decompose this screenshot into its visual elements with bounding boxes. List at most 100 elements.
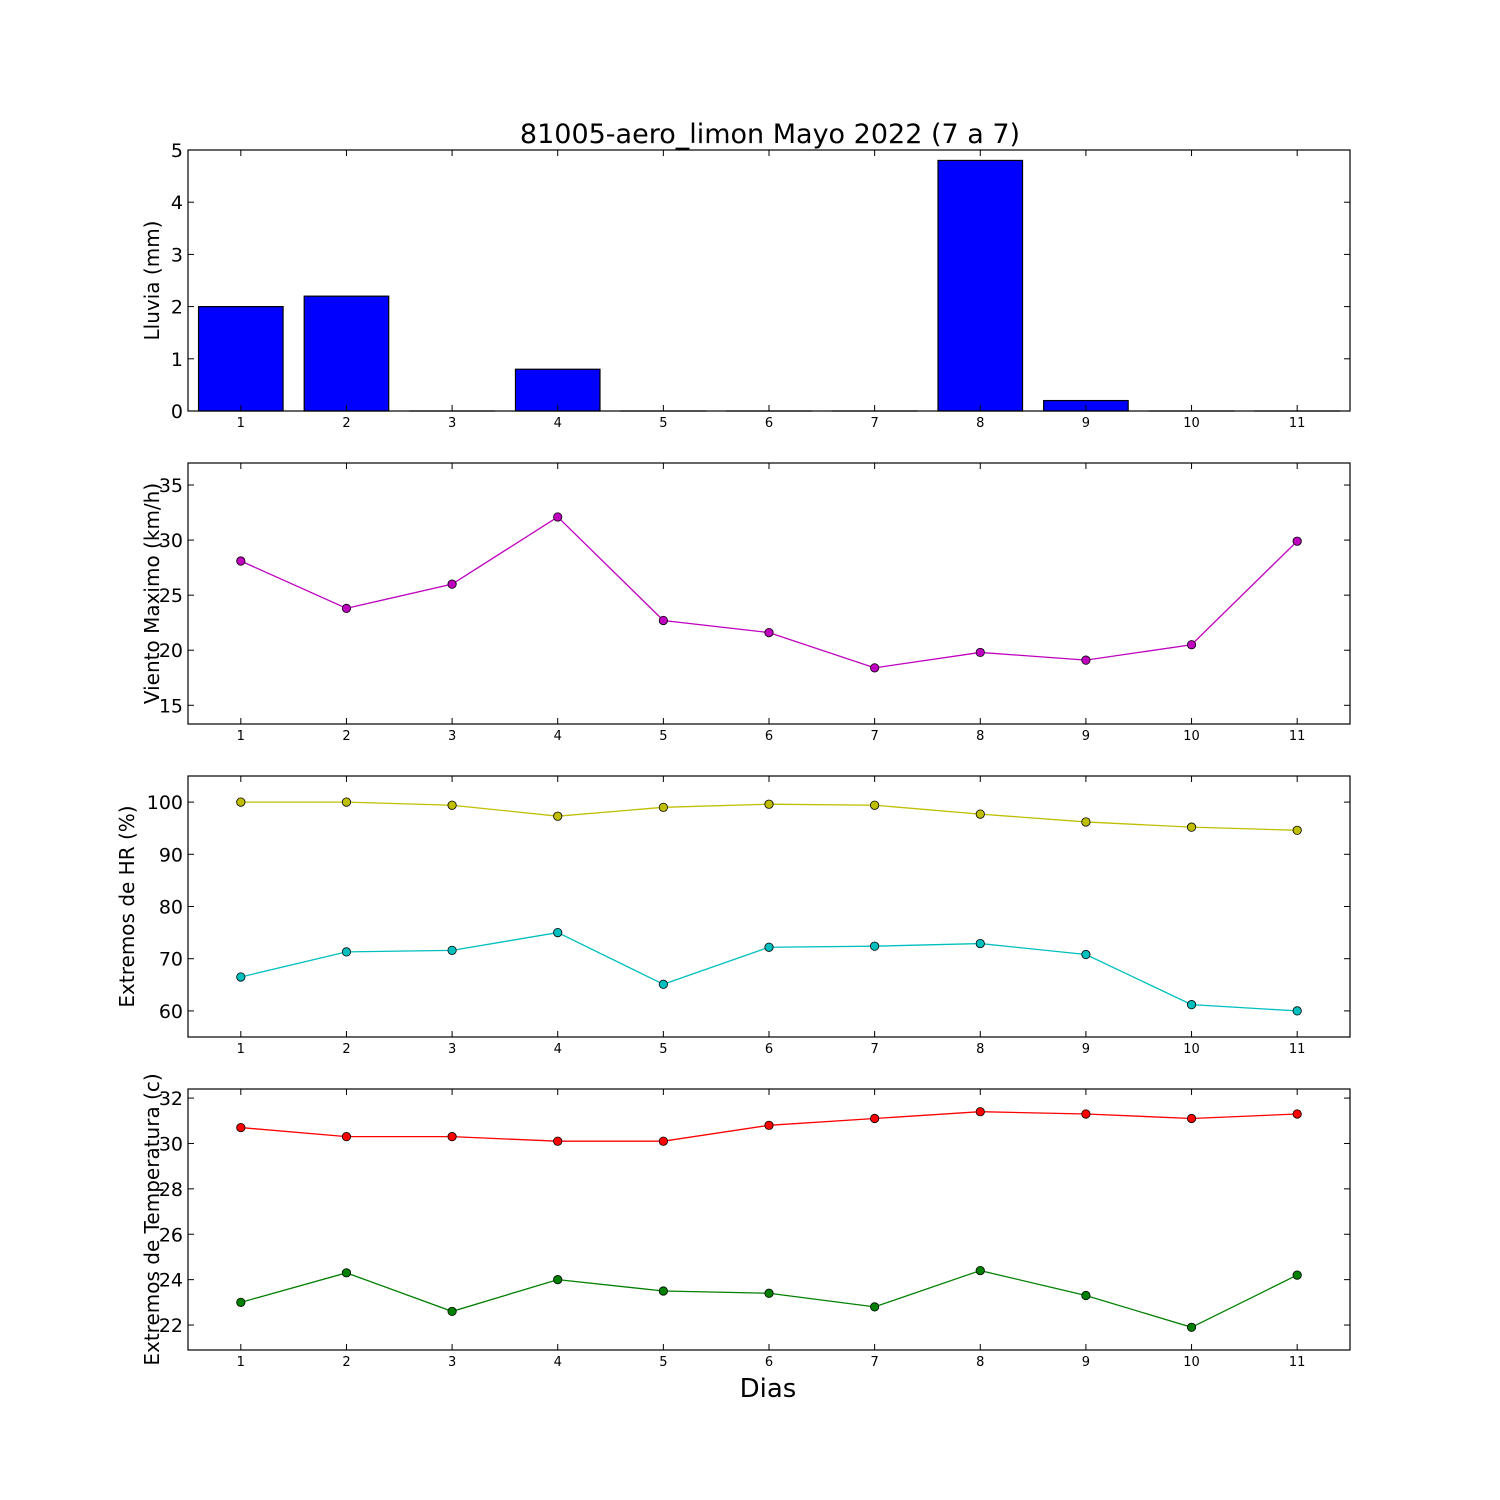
- data-point: [870, 1302, 880, 1312]
- x-axis-label: Dias: [740, 1374, 797, 1404]
- data-point: [658, 802, 668, 812]
- x-tick-label: 3: [448, 1355, 456, 1370]
- y-tick-label: 0: [171, 401, 183, 423]
- data-point: [1081, 949, 1091, 960]
- data-point: [764, 942, 774, 952]
- data-point: [236, 1297, 246, 1307]
- data-point: [1186, 1322, 1197, 1332]
- x-tick-label: 8: [976, 416, 984, 431]
- x-tick-label: 8: [976, 1042, 984, 1057]
- data-point: [870, 663, 880, 673]
- x-tick-label: 10: [1183, 416, 1200, 431]
- data-point: [658, 979, 668, 989]
- x-tick-label: 6: [765, 1355, 773, 1370]
- data-point: [236, 1122, 246, 1133]
- y-tick-label: 1: [171, 349, 183, 371]
- x-tick-label: 1: [237, 729, 245, 744]
- data-point: [447, 1306, 457, 1317]
- data-point: [870, 1113, 880, 1124]
- bar: [514, 368, 601, 412]
- data-point: [341, 1132, 352, 1142]
- data-point: [236, 556, 246, 566]
- x-tick-label: 7: [870, 1042, 878, 1057]
- y-tick-label: 2: [171, 297, 183, 319]
- x-tick-label: 3: [448, 416, 456, 431]
- panel-1: 1 2 3 4 5 6 7 8 9 10 11 0 1 2 3 4 5 Lluvia (mm): [140, 140, 1351, 431]
- panel-3: 1 2 3 4 5 6 7 8 9 10 11 60 70 80 90 100 Extremos de HR (…: [115, 775, 1351, 1057]
- y-tick-label: 4: [171, 192, 183, 214]
- x-tick-label: 9: [1082, 729, 1090, 744]
- data-point: [658, 615, 668, 626]
- x-tick-label: 9: [1082, 416, 1090, 431]
- x-tick-label: 2: [342, 729, 350, 744]
- x-tick-label: 6: [765, 416, 773, 431]
- data-point: [764, 1288, 774, 1298]
- data-point: [975, 1265, 985, 1276]
- x-tick-label: 3: [448, 1042, 456, 1057]
- y-tick-label: 28: [159, 1179, 183, 1201]
- data-point: [553, 1275, 563, 1285]
- data-point: [1186, 640, 1197, 650]
- y-tick-label: 25: [159, 585, 183, 607]
- y-tick-label: 30: [159, 1133, 183, 1155]
- data-point: [1081, 817, 1091, 827]
- x-tick-label: 8: [976, 1355, 984, 1370]
- x-tick-label: 4: [554, 1042, 562, 1057]
- y-tick-label: 15: [159, 695, 183, 717]
- x-tick-label: 5: [659, 1355, 667, 1370]
- x-tick-label: 4: [554, 729, 562, 744]
- y-tick-label: 60: [159, 1001, 183, 1023]
- y-tick-label: 80: [159, 897, 183, 919]
- data-point: [975, 647, 985, 658]
- chart-title: 81005-aero_limon Mayo 2022 (7 a 7): [520, 119, 1020, 150]
- x-tick-label: 9: [1082, 1355, 1090, 1370]
- y-tick-label: 26: [159, 1224, 183, 1246]
- x-tick-label: 7: [870, 1355, 878, 1370]
- x-tick-label: 9: [1082, 1042, 1090, 1057]
- data-point: [764, 799, 774, 809]
- data-point: [553, 927, 563, 938]
- x-tick-label: 4: [554, 416, 562, 431]
- data-point: [1186, 1113, 1197, 1124]
- data-point: [236, 972, 246, 982]
- y-tick-label: 30: [159, 530, 183, 552]
- data-point: [870, 800, 880, 810]
- x-tick-label: 5: [659, 1042, 667, 1057]
- y-tick-label: 24: [159, 1270, 183, 1292]
- x-tick-label: 3: [448, 729, 456, 744]
- data-point: [447, 1132, 457, 1142]
- x-tick-label: 6: [765, 1042, 773, 1057]
- bar: [197, 306, 284, 412]
- x-tick-label: 8: [976, 729, 984, 744]
- data-point: [1292, 536, 1302, 546]
- data-point: [341, 947, 352, 957]
- data-point: [447, 800, 457, 810]
- x-tick-label: 1: [237, 1042, 245, 1057]
- x-tick-label: 11: [1289, 1042, 1306, 1057]
- y-axis-label: Extremos de Temperatura (c): [140, 1073, 164, 1365]
- x-tick-label: 4: [554, 1355, 562, 1370]
- x-tick-label: 10: [1183, 1355, 1200, 1370]
- data-point: [764, 1120, 774, 1130]
- data-point: [553, 1136, 563, 1146]
- y-tick-label: 22: [159, 1315, 183, 1337]
- data-point: [553, 811, 563, 821]
- data-point: [975, 1107, 985, 1117]
- x-tick-label: 5: [659, 416, 667, 431]
- data-point: [236, 797, 246, 807]
- x-tick-label: 1: [237, 1355, 245, 1370]
- bar: [937, 159, 1024, 412]
- x-tick-label: 2: [342, 1355, 350, 1370]
- data-point: [1081, 1109, 1091, 1119]
- x-tick-label: 5: [659, 729, 667, 744]
- x-tick-label: 1: [237, 416, 245, 431]
- x-tick-label: 10: [1183, 729, 1200, 744]
- data-point: [1186, 1000, 1197, 1010]
- data-point: [1292, 825, 1302, 835]
- data-point: [341, 603, 352, 613]
- x-tick-label: 11: [1289, 416, 1306, 431]
- x-tick-label: 11: [1289, 1355, 1306, 1370]
- y-tick-label: 90: [159, 844, 183, 866]
